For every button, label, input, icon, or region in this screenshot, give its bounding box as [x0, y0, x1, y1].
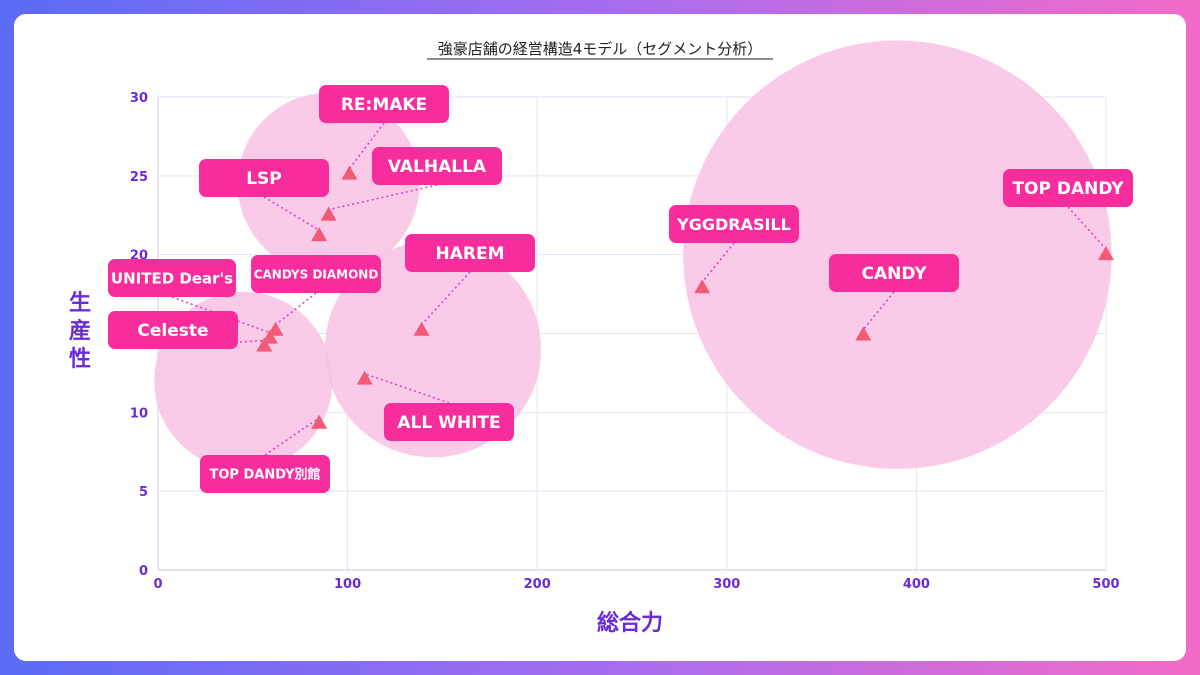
leader-line — [328, 184, 438, 211]
x-tick-label: 500 — [1092, 577, 1119, 592]
data-point-marker — [413, 321, 430, 336]
data-point-marker — [1098, 246, 1114, 261]
point-label-box — [669, 205, 799, 243]
y-tick-label: 5 — [139, 485, 148, 500]
point-label-box — [108, 311, 238, 349]
point-label: CANDYS DIAMOND — [254, 267, 379, 281]
point-label-box — [251, 255, 381, 293]
point-label-box — [384, 403, 514, 441]
point-label-box — [200, 455, 330, 493]
data-point-marker — [341, 165, 358, 180]
data-point-marker — [855, 326, 872, 341]
x-tick-label: 200 — [524, 577, 551, 592]
chart-title: 強豪店舗の経営構造4モデル（セグメント分析） — [438, 40, 763, 58]
point-label: TOP DANDY別館 — [210, 467, 321, 483]
point-label-box — [829, 254, 959, 292]
data-point-marker — [267, 321, 284, 336]
y-tick-label: 10 — [130, 406, 148, 421]
leader-line — [264, 417, 320, 456]
point-label: VALHALLA — [388, 157, 487, 177]
point-label: Celeste — [137, 321, 208, 341]
leader-line — [239, 339, 265, 343]
data-point-marker — [256, 337, 273, 352]
data-point-marker — [311, 227, 328, 242]
point-label-box — [319, 85, 449, 123]
point-label: LSP — [246, 169, 282, 189]
data-point-marker — [356, 370, 373, 385]
point-label-box — [1003, 169, 1133, 207]
x-axis-title: 総合力 — [597, 610, 663, 636]
x-tick-label: 300 — [713, 577, 740, 592]
data-point-marker — [311, 414, 328, 429]
y-tick-label: 25 — [130, 170, 148, 185]
x-tick-label: 100 — [334, 577, 361, 592]
x-tick-label: 0 — [153, 577, 162, 592]
x-tick-label: 400 — [903, 577, 930, 592]
point-label: HAREM — [435, 244, 504, 264]
point-label: UNITED Dear's — [111, 269, 233, 287]
point-label: YGGDRASILL — [676, 215, 791, 234]
data-point-marker — [320, 206, 337, 221]
point-label-box — [372, 147, 502, 185]
point-label: RE:MAKE — [341, 95, 427, 115]
leader-line — [701, 242, 735, 283]
y-tick-label: 0 — [139, 564, 148, 579]
point-label-box — [108, 259, 236, 297]
point-label-box — [199, 159, 329, 197]
leader-line — [275, 292, 317, 326]
leader-line — [263, 196, 320, 231]
data-point-marker — [694, 279, 711, 294]
y-axis-title: 生産性 — [69, 291, 91, 372]
leader-line — [420, 271, 471, 326]
leader-line — [862, 291, 895, 331]
point-label-box — [405, 234, 535, 272]
point-label: TOP DANDY — [1012, 179, 1124, 199]
data-point-marker — [261, 329, 278, 344]
leader-line — [171, 296, 271, 334]
point-label: ALL WHITE — [397, 413, 500, 433]
y-tick-label: 30 — [130, 91, 148, 106]
point-label: CANDY — [861, 264, 927, 284]
